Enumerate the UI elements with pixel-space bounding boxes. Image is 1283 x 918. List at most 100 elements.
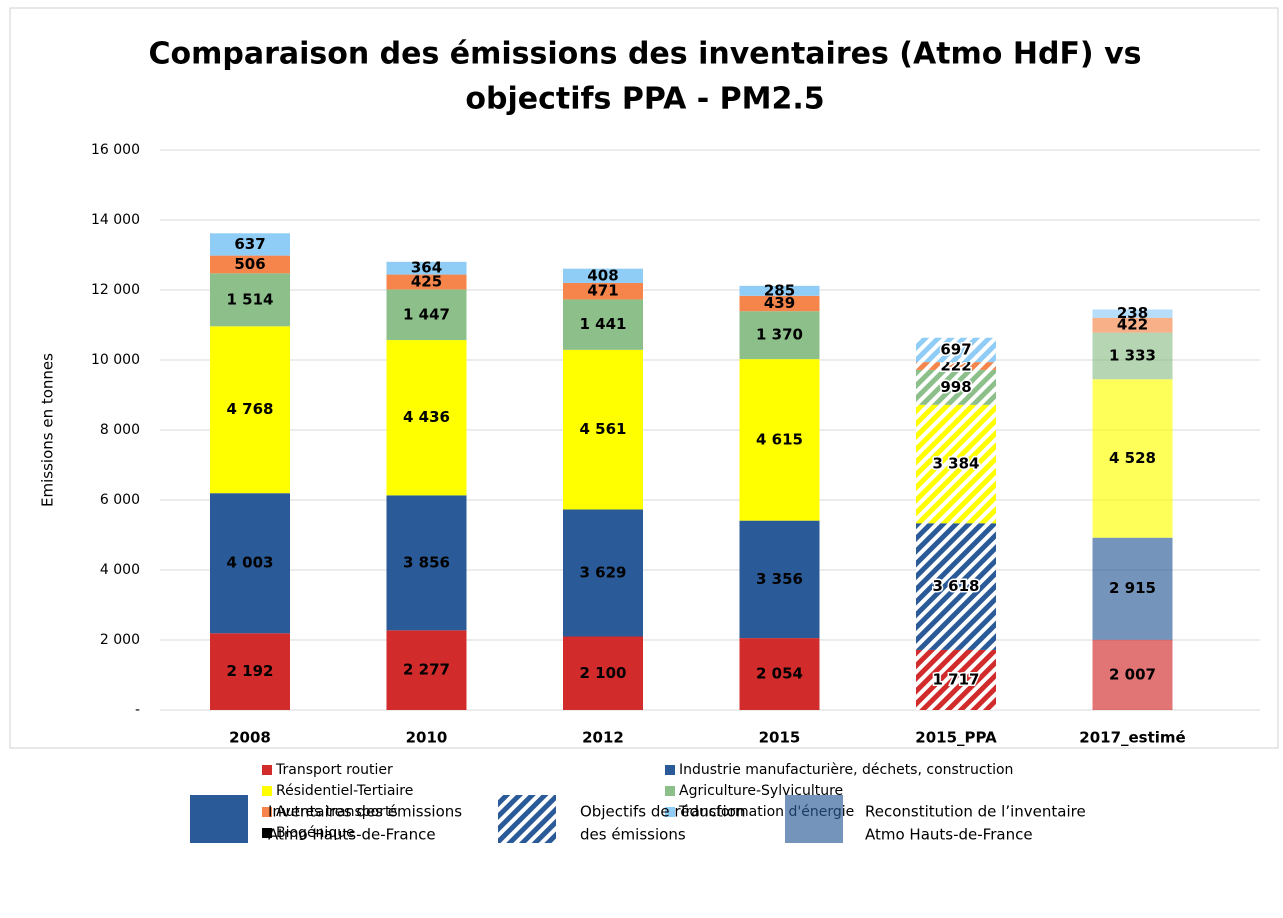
data-label: 439 <box>764 294 795 312</box>
legend-label: Résidentiel-Tertiaire <box>276 783 413 799</box>
bar-segment <box>916 362 996 370</box>
data-label: 4 528 <box>1109 449 1156 467</box>
legend-label: Transport routier <box>275 762 393 778</box>
data-label: 1 717 <box>933 670 980 688</box>
data-label: 4 615 <box>756 430 803 448</box>
bar-segment <box>916 369 996 405</box>
data-label: 637 <box>234 235 265 253</box>
y-tick-label: 2 000 <box>100 632 140 648</box>
data-label: 408 <box>587 266 618 284</box>
data-label: 2 192 <box>227 662 274 680</box>
legend-swatch <box>665 765 675 775</box>
bar-segment <box>563 509 643 637</box>
bar-segment <box>563 636 643 710</box>
data-label: 4 436 <box>403 408 450 426</box>
bar-segment <box>210 326 290 494</box>
data-label: 2 100 <box>580 664 627 682</box>
chart-title: Comparaison des émissions des inventaire… <box>148 37 1141 72</box>
style-legend-label: Objectifs de réduction <box>580 803 745 821</box>
y-tick-label: 8 000 <box>100 422 140 438</box>
data-label: 2 054 <box>756 665 803 683</box>
chart-frame <box>9 7 1279 749</box>
bar-segment <box>386 340 467 496</box>
style-legend-label: Atmo Hauts-de-France <box>268 826 436 844</box>
chart-title: objectifs PPA - PM2.5 <box>465 82 824 117</box>
x-tick-label: 2015 <box>759 729 801 747</box>
bar-segment <box>1092 379 1173 538</box>
bar-segment <box>1092 317 1173 333</box>
data-label: 998 <box>940 378 971 396</box>
data-label: 3 356 <box>756 570 803 588</box>
legend-swatch <box>665 786 675 796</box>
bar-segment <box>916 523 996 650</box>
bar-segment <box>210 233 290 256</box>
legend-swatch <box>665 807 675 817</box>
y-tick-label: 4 000 <box>100 562 140 578</box>
y-tick-label: 10 000 <box>91 352 140 368</box>
data-label: 364 <box>411 259 442 277</box>
legend-label: Industrie manufacturière, déchets, const… <box>679 762 1013 778</box>
bar-segment <box>386 289 467 341</box>
data-label: 2 915 <box>1109 579 1156 597</box>
y-tick-label: 6 000 <box>100 492 140 508</box>
bar-segment <box>1092 639 1173 710</box>
bar-segment <box>1092 332 1173 380</box>
y-tick-label: 14 000 <box>91 212 140 228</box>
x-tick-label: 2008 <box>229 729 271 747</box>
y-tick-label: 16 000 <box>91 142 140 158</box>
data-label: 4 768 <box>227 400 274 418</box>
legend-swatch <box>262 786 272 796</box>
data-label: 238 <box>1117 304 1148 322</box>
bar-segment <box>739 285 820 296</box>
data-label: 2 277 <box>403 661 450 679</box>
bar-segment <box>210 633 290 710</box>
bar-segment <box>739 520 820 639</box>
bar-segment <box>739 359 820 521</box>
legend-swatch <box>262 807 272 817</box>
data-label: 697 <box>940 340 971 358</box>
data-label: 3 384 <box>933 455 980 473</box>
data-label: 471 <box>587 282 618 300</box>
data-label: 2 007 <box>1109 665 1156 683</box>
x-tick-label: 2012 <box>582 729 624 747</box>
bar-segment <box>210 493 290 634</box>
legend-swatch <box>262 765 272 775</box>
bar-segment <box>210 273 290 327</box>
style-legend-label: Atmo Hauts-de-France <box>865 826 1033 844</box>
data-label: 422 <box>1117 316 1148 334</box>
data-label: 4 003 <box>227 554 274 572</box>
bar-segment <box>386 495 467 631</box>
style-legend-swatch <box>190 795 248 843</box>
data-label: 1 370 <box>756 326 803 344</box>
legend-label: Biogénique <box>276 825 355 841</box>
data-label: 1 441 <box>580 315 627 333</box>
bar-segment <box>386 261 467 275</box>
bar-segment <box>1092 537 1173 640</box>
x-tick-label: 2017_estimé <box>1079 729 1185 747</box>
bar-segment <box>916 649 996 710</box>
bar-segment <box>916 337 996 363</box>
y-axis-label: Emissions en tonnes <box>39 353 57 507</box>
legend-label: Autres transports <box>276 804 398 820</box>
data-label: 3 629 <box>580 563 627 581</box>
style-legend-label: des émissions <box>580 826 686 844</box>
bar-segment <box>386 630 467 710</box>
data-label: 3 856 <box>403 553 450 571</box>
data-label: 1 447 <box>403 305 450 323</box>
bar-segment <box>563 268 643 283</box>
data-label: 506 <box>234 255 265 273</box>
style-legend-swatch <box>498 795 556 843</box>
data-label: 285 <box>764 281 795 299</box>
data-label: 1 333 <box>1109 346 1156 364</box>
style-legend-label: Inventaires des émissions <box>268 803 462 821</box>
bar-segment <box>1092 309 1173 318</box>
bar-segment <box>916 404 996 524</box>
y-tick-label: - <box>135 702 140 718</box>
bar-segment <box>739 295 820 312</box>
data-label: 4 561 <box>580 420 627 438</box>
legend-swatch <box>262 828 272 838</box>
bar-segment <box>739 311 820 360</box>
style-legend-swatch <box>785 795 843 843</box>
